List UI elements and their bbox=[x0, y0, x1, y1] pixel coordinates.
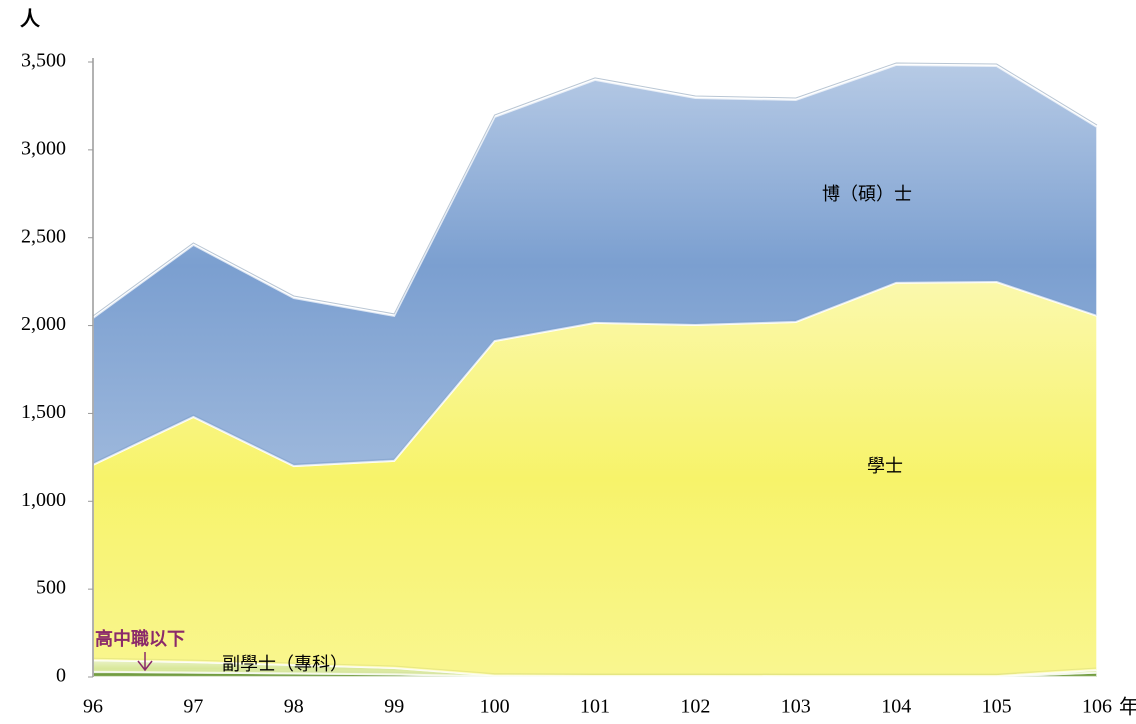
x-tick-label: 101 bbox=[580, 696, 610, 718]
x-tick-label: 105 bbox=[982, 696, 1012, 718]
x-tick-label: 104 bbox=[881, 696, 911, 718]
x-tick-label: 102 bbox=[680, 696, 710, 718]
x-axis-label: 年 bbox=[1119, 695, 1136, 719]
y-tick-label: 2,500 bbox=[21, 225, 66, 247]
x-tick-label: 103 bbox=[781, 696, 811, 718]
area bbox=[92, 63, 1098, 468]
series-label: 學士 bbox=[867, 456, 903, 477]
x-tick-label: 100 bbox=[480, 696, 510, 718]
y-tick-label: 3,500 bbox=[21, 50, 66, 72]
y-tick-label: 500 bbox=[36, 577, 66, 599]
series-label: 博（碩）士 bbox=[822, 184, 912, 205]
areas bbox=[92, 62, 1098, 678]
y-tick-label: 0 bbox=[56, 665, 66, 687]
x-tick-label: 98 bbox=[284, 696, 304, 718]
y-axis-label: 人 bbox=[20, 7, 41, 31]
series-label: 副學士（專科） bbox=[222, 654, 348, 675]
y-tick-label: 1,500 bbox=[21, 401, 66, 423]
x-tick-label: 99 bbox=[384, 696, 404, 718]
y-tick-label: 3,000 bbox=[21, 137, 66, 159]
area-edge bbox=[92, 62, 1098, 317]
y-tick-label: 1,000 bbox=[21, 489, 66, 511]
x-tick-label: 96 bbox=[83, 696, 103, 718]
y-tick-label: 2,000 bbox=[21, 313, 66, 335]
x-tick-label: 106 bbox=[1082, 696, 1112, 718]
x-tick-label: 97 bbox=[183, 696, 203, 718]
annotation-arrow bbox=[137, 652, 153, 672]
series-label: 高中職以下 bbox=[95, 628, 185, 650]
